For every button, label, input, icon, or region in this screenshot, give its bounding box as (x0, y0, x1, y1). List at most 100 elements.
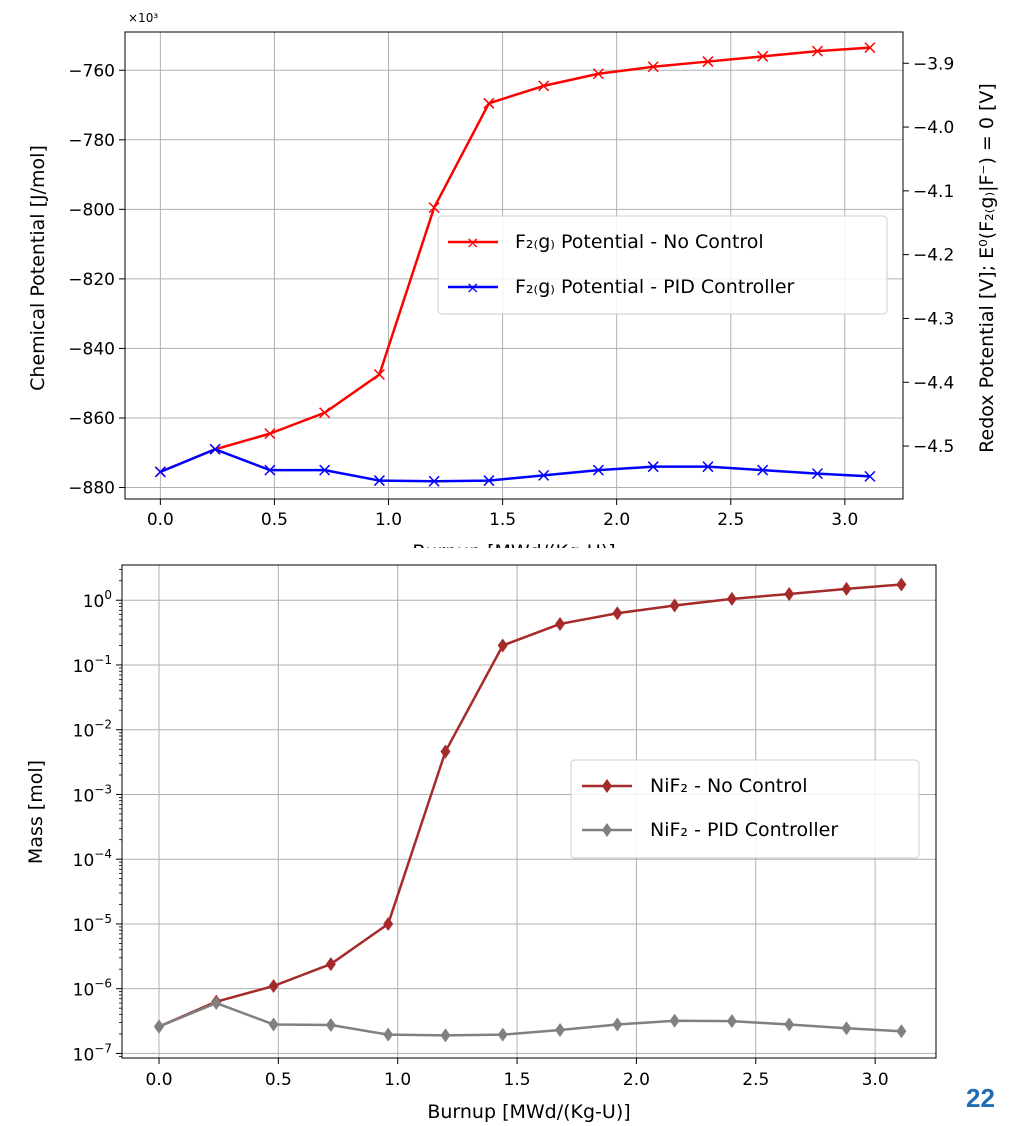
top-y-tick-label: −760 (68, 61, 115, 81)
top-y-scale-note: ×10³ (128, 11, 158, 25)
top-data-point (264, 428, 276, 440)
bottom-x-tick-label: 1.5 (504, 1070, 531, 1090)
top-legend-marker-pid: × (466, 278, 479, 297)
bottom-data-point (268, 1017, 279, 1032)
top-data-point (647, 61, 659, 73)
bottom-data-point (784, 1017, 795, 1032)
top-data-point (428, 475, 440, 487)
top-legend-marker-no-control: × (466, 233, 479, 252)
bottom-data-point (726, 1014, 737, 1029)
bottom-series-line-1 (158, 1001, 902, 1037)
top-x-tick-label: 3.0 (831, 510, 858, 530)
top-y-tick-label: −880 (68, 479, 115, 499)
bottom-data-point (383, 916, 394, 931)
top-data-point (428, 202, 440, 214)
top-data-point (647, 461, 659, 473)
panel-separator (0, 548, 1020, 562)
bottom-x-tick-label: 2.0 (623, 1070, 650, 1090)
bottom-data-point (841, 581, 852, 596)
top-legend-label-no-control: F₂₍g₎ Potential - No Control (515, 231, 764, 253)
top-y-ticks: −760 −780 −800 −820 −840 −860 −880 (68, 61, 125, 499)
bottom-data-point (325, 1017, 336, 1032)
bottom-y-tick-label: 10−2 (73, 718, 112, 742)
bottom-x-tick-label: 2.5 (742, 1070, 769, 1090)
bottom-data-point (612, 606, 623, 621)
top-y-right-tick-label: −4.4 (913, 373, 954, 393)
top-data-point (483, 475, 495, 487)
top-y-tick-label: −840 (68, 339, 115, 359)
bottom-data-point (896, 577, 907, 592)
top-data-point (209, 443, 221, 455)
top-y-right-tick-label: −4.1 (913, 182, 954, 202)
bottom-data-point (612, 1017, 623, 1032)
top-data-point (864, 42, 876, 54)
bottom-x-ticks: 0.0 0.5 1.0 1.5 2.0 2.5 3.0 (145, 1058, 889, 1090)
top-series-line-1 (159, 448, 870, 483)
bottom-y-tick-label: 10−3 (73, 782, 112, 806)
top-y-tick-label: −800 (68, 200, 115, 220)
bottom-y-tick-label: 10−7 (73, 1041, 112, 1065)
top-data-point (757, 464, 769, 476)
top-legend: × F₂₍g₎ Potential - No Control × F₂₍g₎ P… (437, 215, 888, 315)
top-data-point (592, 464, 604, 476)
bottom-data-point (896, 1024, 907, 1039)
top-data-point (702, 461, 714, 473)
top-y-right-tick-label: −3.9 (913, 54, 954, 74)
top-legend-box (437, 215, 888, 315)
bottom-data-point (211, 996, 222, 1011)
bottom-y-tick-label: 10−4 (73, 847, 112, 871)
top-data-point (592, 68, 604, 80)
chemical-potential-chart: 0.0 0.5 1.0 1.5 2.0 2.5 3.0 −760 −780 −800 −820 −8… (27, 11, 998, 563)
bottom-y-axis-label: Mass [mol] (25, 760, 47, 864)
bottom-data-point (440, 1028, 451, 1043)
bottom-data-point (383, 1027, 394, 1042)
bottom-plot-frame (121, 564, 937, 1059)
top-y-axis-label-right: Redox Potential [V]; E⁰(F₂₍g₎|F⁻) = 0 [V… (976, 83, 998, 453)
top-data-point (483, 97, 495, 109)
top-data-point (154, 466, 166, 478)
top-data-point (264, 464, 276, 476)
bottom-series (154, 577, 907, 1043)
bottom-data-point (669, 1013, 680, 1028)
top-data-point (319, 407, 331, 419)
bottom-x-tick-label: 0.0 (145, 1070, 172, 1090)
top-x-tick-label: 2.0 (603, 510, 630, 530)
top-y-right-tick-label: −4.0 (913, 118, 954, 138)
top-data-point (811, 468, 823, 480)
bottom-data-point (555, 1023, 566, 1038)
page-number: 22 (966, 1083, 995, 1113)
bottom-data-point (841, 1021, 852, 1036)
top-legend-label-pid: F₂₍g₎ Potential - PID Controller (515, 276, 795, 298)
bottom-data-point (784, 586, 795, 601)
bottom-data-point (726, 591, 737, 606)
top-y-right-tick-label: −4.2 (913, 246, 954, 266)
top-data-point (811, 45, 823, 57)
bottom-y-tick-label: 10−5 (73, 912, 112, 936)
top-data-point (538, 469, 550, 481)
top-y-axis-label: Chemical Potential [J/mol] (27, 145, 49, 391)
top-data-point (319, 464, 331, 476)
bottom-legend-label-no-control: NiF₂ - No Control (650, 775, 808, 797)
bottom-y-tick-label: 10−6 (73, 977, 112, 1001)
bottom-x-tick-label: 3.0 (862, 1070, 889, 1090)
top-series (154, 42, 876, 487)
top-x-tick-label: 0.0 (147, 510, 174, 530)
top-y-tick-label: −820 (68, 270, 115, 290)
bottom-data-point (555, 616, 566, 631)
top-y-tick-label: −780 (68, 131, 115, 151)
top-data-point (864, 470, 876, 482)
bottom-y-ticks: 100 10−1 10−2 10−3 10−4 10−5 10−6 10−7 (73, 568, 122, 1065)
bottom-data-point (497, 1027, 508, 1042)
bottom-data-point (497, 638, 508, 653)
top-data-point (757, 50, 769, 62)
bottom-legend-label-pid: NiF₂ - PID Controller (650, 819, 838, 841)
top-x-tick-label: 1.5 (489, 510, 516, 530)
bottom-y-tick-label: 100 (83, 588, 112, 612)
bottom-legend-box (570, 759, 920, 859)
top-y-ticks-right: −3.9 −4.0 −4.1 −4.2 −4.3 −4.4 −4.5 (903, 54, 954, 457)
top-data-point (373, 475, 385, 487)
top-data-point (538, 80, 550, 92)
top-plot-frame (124, 31, 904, 500)
bottom-data-point (669, 598, 680, 613)
